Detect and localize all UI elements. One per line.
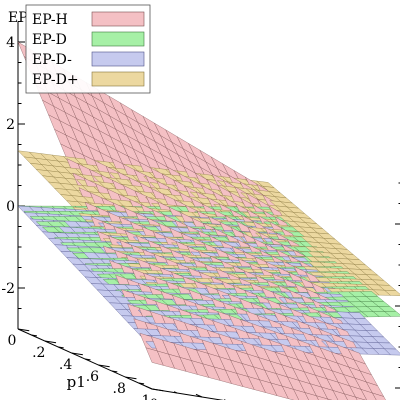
p1-tick-label: .2 bbox=[32, 345, 45, 361]
legend-label: EP-D- bbox=[32, 52, 72, 68]
legend-swatch bbox=[91, 71, 145, 87]
surface-patch bbox=[383, 289, 400, 296]
p1-tick bbox=[98, 364, 110, 368]
p1-tick bbox=[17, 328, 30, 332]
p2-tick bbox=[145, 385, 153, 390]
p1-tick bbox=[111, 370, 118, 373]
p1-tick bbox=[151, 388, 164, 392]
z-tick-label: 2 bbox=[6, 117, 15, 133]
p1-tick-label: .8 bbox=[113, 381, 126, 397]
p1-tick-label: .4 bbox=[59, 357, 72, 373]
legend-swatch bbox=[91, 51, 145, 67]
p2-tick bbox=[195, 393, 203, 398]
surface-patch bbox=[343, 393, 358, 400]
p1-tick bbox=[125, 376, 137, 380]
legend-swatch bbox=[91, 31, 145, 47]
legend-label: EP-D bbox=[32, 32, 67, 48]
p2-tick bbox=[173, 391, 178, 394]
legend-label: EP-D+ bbox=[32, 72, 79, 88]
back-axes: 4 2 0 -2 bbox=[1, 21, 400, 389]
p1-tick bbox=[31, 334, 37, 337]
surface-patch bbox=[371, 392, 386, 400]
z-tick-label: 4 bbox=[6, 35, 15, 51]
surface-patch bbox=[321, 386, 339, 400]
p1-tick bbox=[71, 352, 83, 356]
surface-patch bbox=[293, 389, 309, 400]
p1-axis-label: p1 bbox=[67, 373, 86, 391]
surface-patch bbox=[304, 392, 319, 400]
p1-tick bbox=[84, 358, 91, 361]
surface-patch bbox=[383, 348, 400, 356]
p2-tick-label: 0 bbox=[150, 397, 159, 400]
p1-tick-label: 0 bbox=[8, 333, 17, 349]
front-axes: 0.2.4.6.810.2.4.6.81p1p2 bbox=[8, 328, 226, 400]
legend-label: EP-H bbox=[32, 12, 68, 28]
surfaces bbox=[17, 41, 400, 400]
surface-patch bbox=[332, 390, 348, 400]
z-tick-label: -2 bbox=[1, 281, 15, 297]
surface-patch bbox=[349, 385, 368, 400]
legend-swatch bbox=[91, 11, 145, 27]
p1-tick bbox=[138, 382, 145, 385]
surface-patch bbox=[360, 389, 377, 400]
surface-patch bbox=[281, 385, 300, 400]
surface-patch bbox=[315, 395, 329, 400]
p1-tick bbox=[58, 346, 64, 349]
surface-patch bbox=[355, 396, 366, 400]
chart-title: EP bbox=[8, 10, 28, 26]
p1-tick-label: .6 bbox=[86, 369, 99, 385]
p2-axis bbox=[151, 388, 224, 400]
z-tick-label: 0 bbox=[6, 199, 15, 215]
p1-tick-label: 1 bbox=[142, 393, 151, 400]
p1-tick bbox=[44, 340, 57, 344]
legend: EP-H EP-D EP-D- EP-D+ bbox=[25, 4, 151, 94]
